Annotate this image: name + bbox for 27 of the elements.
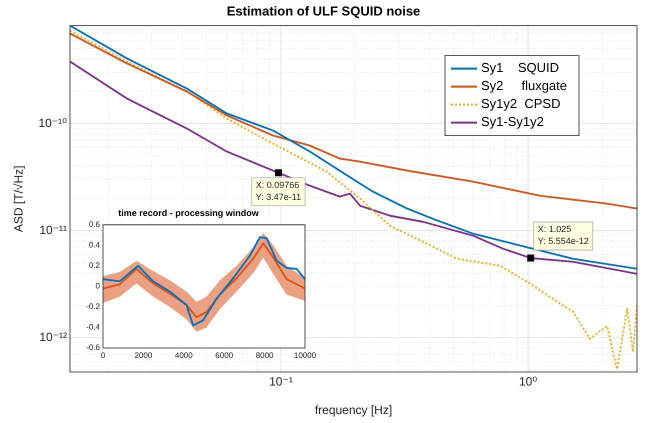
y-tick-label: 0.6 xyxy=(88,220,101,230)
legend-label: Sy2 fluxgate xyxy=(481,78,568,94)
y-tick-label: -0.6 xyxy=(86,343,101,352)
x-tick-label: 10000 xyxy=(294,351,317,360)
annotation: X: 0.09766 Y: 3.47e-11 xyxy=(256,180,302,202)
y-tick-label: -0.2 xyxy=(86,302,101,312)
x-axis-title: frequency [Hz] xyxy=(314,403,392,418)
y-tick-label: 0.4 xyxy=(88,240,101,250)
x-tick-label: 4000 xyxy=(174,351,194,360)
chart-title: Estimation of ULF SQUID noise xyxy=(226,3,420,18)
y-tick-label: 0 xyxy=(96,282,101,291)
y-tick-label: 10⁻¹¹ xyxy=(39,222,67,237)
x-tick-label: 10⁰ xyxy=(518,374,538,389)
chart-title: time record - processing window xyxy=(118,208,260,218)
y-tick-label: 0.2 xyxy=(88,261,101,270)
legend-label: Sy1 SQUID xyxy=(481,60,560,76)
y-tick-label: 10⁻¹⁰ xyxy=(38,116,68,130)
x-tick-label: 8000 xyxy=(256,351,274,360)
annotation: X: 1.025 Y: 5.554e-12 xyxy=(538,224,589,246)
y-axis-title: ASD [T/√Hz] xyxy=(12,166,26,232)
x-tick-label: 10⁻¹ xyxy=(269,374,293,389)
y-tick-label: 10⁻¹² xyxy=(39,330,67,344)
x-tick-label: 6000 xyxy=(215,351,234,360)
x-tick-label: 2000 xyxy=(134,351,153,360)
legend-label: Sy1y2 CPSD xyxy=(481,96,560,112)
legend-label: Sy1-Sy1y2 xyxy=(481,114,544,130)
y-tick-label: -0.4 xyxy=(86,322,101,332)
